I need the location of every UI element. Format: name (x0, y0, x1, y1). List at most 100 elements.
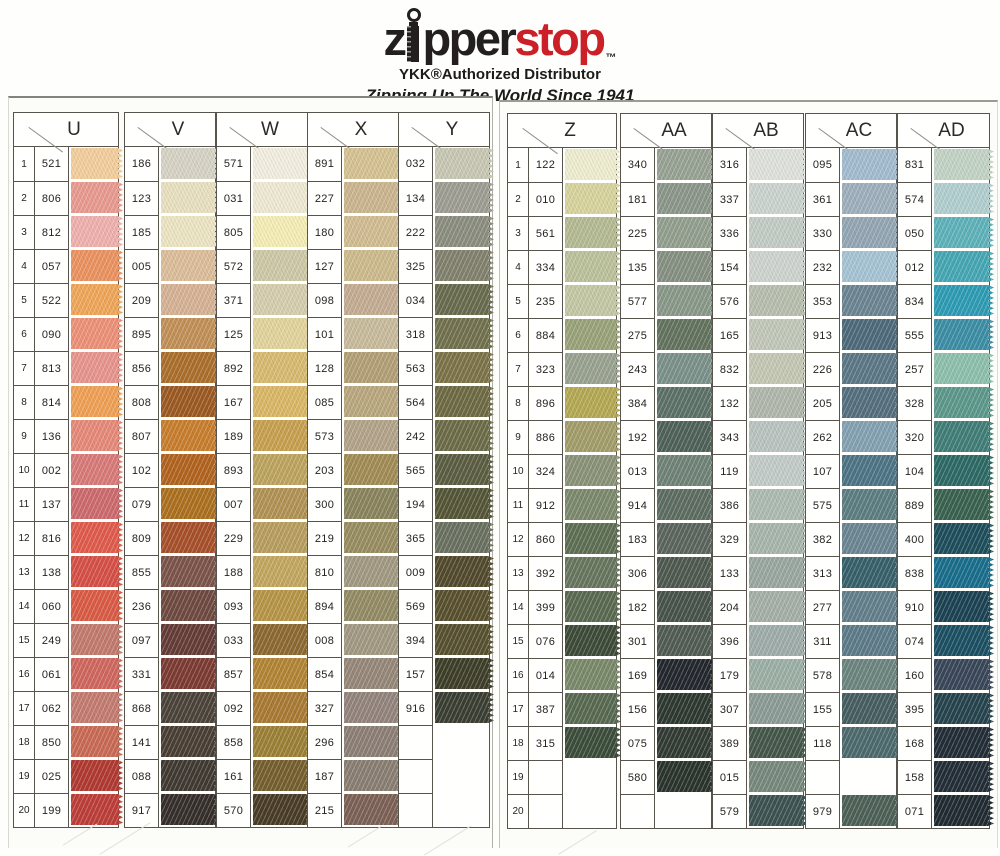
color-code: 262 (806, 420, 840, 454)
color-row: 277 (806, 590, 901, 624)
zipper-tape-swatch (842, 591, 901, 622)
zipper-tape-swatch (435, 692, 494, 723)
column-aa: AA 340 181 225 135 577 275 243 384 192 013 914 183 3… (620, 113, 716, 829)
row-number: 7 (14, 351, 35, 385)
color-code: 161 (217, 759, 251, 793)
color-row: 320 (898, 420, 994, 454)
zipper-tape-swatch (749, 557, 808, 588)
zipper-tape-swatch (161, 454, 220, 485)
color-code: 101 (308, 317, 342, 351)
zipper-tape-swatch (71, 590, 123, 621)
zipper-tape-swatch (749, 251, 808, 282)
zipper-tape-swatch (253, 420, 312, 451)
swatch-area (932, 726, 994, 760)
color-row: 382 (806, 522, 901, 556)
color-row: 4 057 (14, 249, 123, 283)
zipper-tape-swatch (71, 556, 123, 587)
color-row: 4 334 (508, 250, 621, 284)
color-code: 226 (806, 352, 840, 386)
zipper-tape-swatch (565, 353, 621, 384)
color-code: 301 (621, 624, 655, 658)
color-row: 330 (806, 216, 901, 250)
color-code: 002 (35, 453, 69, 487)
row-number: 9 (14, 419, 35, 453)
row-number: 17 (14, 691, 35, 725)
swatch-area (342, 351, 403, 385)
zipper-tape-swatch (842, 455, 901, 486)
color-code: 555 (898, 318, 932, 352)
swatch-area (747, 352, 808, 386)
zipper-tape-swatch (657, 557, 716, 588)
color-code: 361 (806, 182, 840, 216)
zipper-tape-swatch (749, 727, 808, 758)
color-code: 856 (125, 351, 159, 385)
zipper-tape-swatch (749, 183, 808, 214)
color-row: 093 (217, 589, 312, 623)
swatch-area (840, 420, 901, 454)
zipper-tape-swatch (565, 217, 621, 248)
color-code (621, 794, 655, 828)
zipper-tape-swatch (842, 693, 901, 724)
color-code: 570 (217, 793, 251, 827)
zipper-tape-swatch (934, 761, 994, 792)
zipper-tape-swatch (253, 352, 312, 383)
swatch-area (840, 556, 901, 590)
color-row: 916 (399, 691, 494, 725)
color-row: 098 (308, 283, 403, 317)
swatch-area (251, 657, 312, 691)
zipper-tape-swatch (71, 726, 123, 757)
row-number: 14 (14, 589, 35, 623)
color-code: 313 (806, 556, 840, 590)
swatch-area (655, 454, 716, 488)
color-row: 579 (713, 794, 808, 828)
swatch-area (932, 692, 994, 726)
color-code: 088 (125, 759, 159, 793)
color-row: 3 561 (508, 216, 621, 250)
column-rows: 831 574 050 012 834 555 257 328 320 104 889 400 838 9… (898, 148, 994, 828)
color-code: 138 (35, 555, 69, 589)
color-code: 092 (217, 691, 251, 725)
color-code: 805 (217, 215, 251, 249)
zipper-tape-swatch (71, 318, 123, 349)
swatch-area (69, 521, 123, 555)
color-row: 577 (621, 284, 716, 318)
swatch-area (563, 556, 621, 590)
color-code: 186 (125, 147, 159, 181)
swatch-area (342, 453, 403, 487)
color-row: 222 (399, 215, 494, 249)
zipper-tape-swatch (565, 149, 621, 180)
color-code: 979 (806, 794, 840, 828)
row-number: 11 (14, 487, 35, 521)
color-row: 092 (217, 691, 312, 725)
color-code: 296 (308, 725, 342, 759)
color-row: 169 (621, 658, 716, 692)
color-row: 857 (217, 657, 312, 691)
color-code: 050 (898, 216, 932, 250)
color-code: 894 (308, 589, 342, 623)
zipper-tape-swatch (161, 590, 220, 621)
color-row: 555 (898, 318, 994, 352)
color-code: 236 (125, 589, 159, 623)
color-row: 893 (217, 453, 312, 487)
zipper-tape-swatch (71, 284, 123, 315)
swatch-area (655, 590, 716, 624)
row-number: 15 (14, 623, 35, 657)
color-row: 155 (806, 692, 901, 726)
zipper-tape-swatch (253, 794, 312, 825)
swatch-area (159, 147, 220, 181)
swatch-area (747, 182, 808, 216)
swatch-area (932, 760, 994, 794)
swatch-area (69, 147, 123, 181)
swatch-area (251, 317, 312, 351)
color-row: 012 (898, 250, 994, 284)
swatch-area (433, 215, 494, 249)
zipper-tape-swatch (565, 523, 621, 554)
color-code: 384 (621, 386, 655, 420)
swatch-area (655, 352, 716, 386)
swatch-area (251, 793, 312, 827)
color-row: 868 (125, 691, 220, 725)
color-row: 12 860 (508, 522, 621, 556)
swatch-area (433, 283, 494, 317)
color-row: 353 (806, 284, 901, 318)
color-row: 311 (806, 624, 901, 658)
